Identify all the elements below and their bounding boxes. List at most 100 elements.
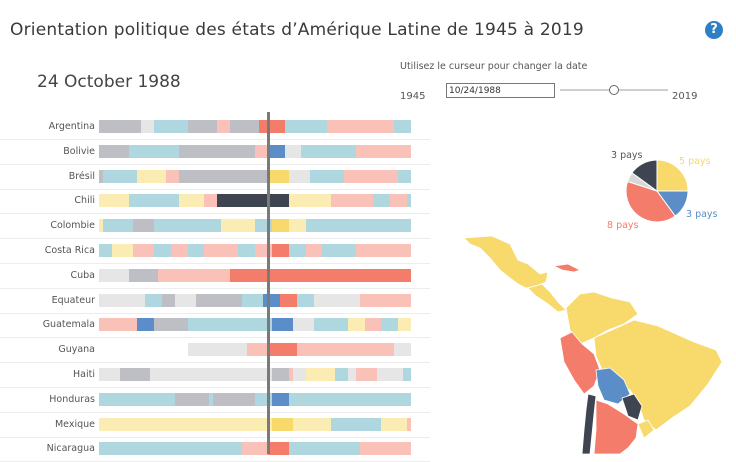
country-row[interactable]: Mexique: [0, 412, 430, 438]
timeline-segment[interactable]: [128, 194, 180, 208]
timeline-segment[interactable]: [292, 368, 306, 381]
timeline-segment[interactable]: [288, 219, 306, 233]
timeline-segment[interactable]: [292, 417, 331, 431]
timeline-segment[interactable]: [149, 368, 272, 381]
timeline-segment[interactable]: [389, 194, 407, 208]
map-region-mexico[interactable]: [463, 235, 549, 289]
timeline-segment[interactable]: [309, 169, 344, 183]
timeline-segment[interactable]: [267, 343, 298, 357]
timeline-segment[interactable]: [132, 244, 154, 257]
timeline-segment[interactable]: [314, 318, 348, 332]
timeline-segment[interactable]: [271, 219, 289, 233]
timeline-segment[interactable]: [271, 368, 289, 381]
timeline-segment[interactable]: [267, 442, 289, 456]
timeline-segment[interactable]: [381, 318, 399, 332]
timeline-segment[interactable]: [280, 293, 298, 307]
country-timeline-bar[interactable]: [99, 417, 411, 431]
map-region-uruguay[interactable]: [637, 419, 655, 439]
country-row[interactable]: Colombie: [0, 213, 430, 240]
timeline-segment[interactable]: [373, 194, 390, 208]
timeline-segment[interactable]: [288, 392, 411, 406]
timeline-segment[interactable]: [208, 392, 213, 406]
map-region-paraguay[interactable]: [621, 393, 643, 421]
timeline-segment[interactable]: [271, 244, 289, 257]
timeline-segment[interactable]: [267, 144, 285, 158]
timeline-segment[interactable]: [322, 244, 357, 257]
latin-america-map[interactable]: [462, 234, 736, 454]
timeline-segment[interactable]: [267, 169, 289, 183]
timeline-segment[interactable]: [297, 293, 315, 307]
country-timeline-bar[interactable]: [99, 368, 411, 381]
timeline-segment[interactable]: [103, 219, 133, 233]
timeline-segment[interactable]: [360, 293, 411, 307]
country-timeline-bar[interactable]: [99, 343, 411, 357]
timeline-segment[interactable]: [136, 318, 154, 332]
timeline-segment[interactable]: [305, 244, 323, 257]
date-slider-handle[interactable]: [609, 85, 619, 95]
timeline-segment[interactable]: [204, 244, 239, 257]
timeline-segment[interactable]: [343, 120, 395, 133]
country-timeline-bar[interactable]: [99, 318, 411, 332]
timeline-segment[interactable]: [263, 293, 281, 307]
country-row[interactable]: Guatemala: [0, 312, 430, 339]
timeline-segment[interactable]: [402, 368, 411, 381]
timeline-segment[interactable]: [335, 368, 348, 381]
timeline-segment[interactable]: [212, 293, 243, 307]
map-region-central-america[interactable]: [527, 283, 567, 313]
timeline-segment[interactable]: [187, 244, 205, 257]
country-row[interactable]: Nicaragua: [0, 436, 430, 462]
timeline-segment[interactable]: [170, 244, 188, 257]
timeline-segment[interactable]: [195, 293, 213, 307]
timeline-segment[interactable]: [284, 144, 302, 158]
help-icon[interactable]: ?: [705, 21, 723, 39]
country-row[interactable]: Cuba: [0, 263, 430, 289]
timeline-segment[interactable]: [271, 417, 293, 431]
timeline-segment[interactable]: [153, 318, 188, 332]
timeline-segment[interactable]: [99, 268, 129, 282]
timeline-segment[interactable]: [111, 293, 146, 307]
timeline-segment[interactable]: [347, 318, 365, 332]
timeline-segment[interactable]: [297, 343, 395, 357]
timeline-segment[interactable]: [288, 368, 293, 381]
timeline-segment[interactable]: [406, 194, 411, 208]
timeline-segment[interactable]: [128, 268, 158, 282]
timeline-segment[interactable]: [120, 368, 150, 381]
timeline-segment[interactable]: [271, 318, 293, 332]
timeline-segment[interactable]: [145, 293, 163, 307]
timeline-segment[interactable]: [149, 392, 175, 406]
timeline-segment[interactable]: [217, 120, 230, 133]
country-row[interactable]: Argentina: [0, 114, 430, 140]
timeline-segment[interactable]: [356, 368, 378, 381]
timeline-segment[interactable]: [166, 169, 180, 183]
country-timeline-bar[interactable]: [99, 144, 411, 158]
country-timeline-bar[interactable]: [99, 219, 411, 233]
country-row[interactable]: Costa Rica: [0, 238, 430, 264]
timeline-segment[interactable]: [242, 442, 268, 456]
timeline-segment[interactable]: [288, 244, 306, 257]
timeline-segment[interactable]: [259, 120, 285, 133]
timeline-segment[interactable]: [255, 144, 268, 158]
timeline-segment[interactable]: [288, 194, 331, 208]
timeline-segment[interactable]: [246, 343, 268, 357]
timeline-segment[interactable]: [398, 169, 411, 183]
country-timeline-bar[interactable]: [99, 120, 411, 133]
timeline-segment[interactable]: [406, 417, 411, 431]
timeline-segment[interactable]: [398, 318, 411, 332]
country-timeline-bar[interactable]: [99, 194, 411, 208]
country-timeline-bar[interactable]: [99, 244, 411, 257]
timeline-segment[interactable]: [305, 219, 411, 233]
timeline-segment[interactable]: [111, 244, 133, 257]
timeline-segment[interactable]: [356, 144, 411, 158]
timeline-segment[interactable]: [162, 293, 175, 307]
timeline-segment[interactable]: [99, 318, 137, 332]
timeline-segment[interactable]: [99, 120, 142, 133]
timeline-segment[interactable]: [99, 144, 129, 158]
timeline-segment[interactable]: [187, 343, 247, 357]
timeline-segment[interactable]: [271, 392, 289, 406]
timeline-segment[interactable]: [330, 194, 374, 208]
timeline-segment[interactable]: [153, 244, 171, 257]
timeline-segment[interactable]: [132, 219, 154, 233]
timeline-segment[interactable]: [394, 343, 411, 357]
timeline-segment[interactable]: [179, 194, 205, 208]
timeline-segment[interactable]: [356, 244, 411, 257]
